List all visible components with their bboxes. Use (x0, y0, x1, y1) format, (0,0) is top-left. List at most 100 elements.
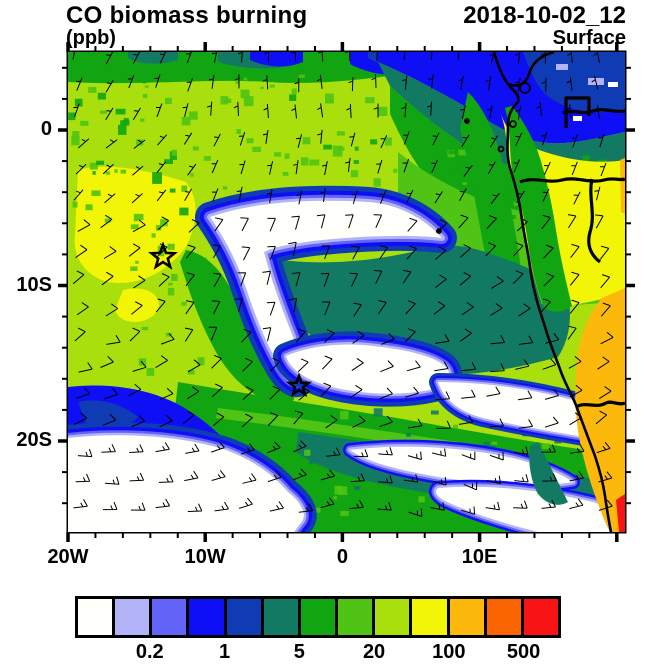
wind-barb (242, 473, 257, 484)
wind-barb (105, 303, 119, 317)
wind-barb (459, 271, 472, 286)
wind-barb (542, 473, 557, 482)
contour-speckle (323, 144, 332, 150)
contour-speckle (105, 171, 111, 175)
wind-barb (595, 410, 608, 425)
wind-barb (320, 497, 335, 509)
wind-barb (567, 214, 577, 229)
wind-barb (155, 298, 166, 313)
contour-speckle (160, 219, 168, 227)
wind-barb (320, 469, 335, 481)
wind-barb (541, 52, 546, 64)
contour-speckle (393, 168, 398, 173)
wind-barb (291, 272, 301, 287)
contour-speckle (454, 166, 459, 172)
wind-barb (379, 190, 387, 204)
contour-speckle (418, 496, 425, 503)
wind-barb (461, 506, 476, 515)
wind-barb (345, 214, 354, 229)
contour-speckle (140, 118, 145, 122)
wind-barb (400, 52, 406, 61)
wind-barb (241, 246, 251, 261)
wind-barb (320, 382, 332, 397)
wind-barb (291, 104, 297, 119)
wind-barb (101, 271, 114, 286)
wind-barb (513, 159, 521, 173)
page-title: CO biomass burning (66, 2, 308, 29)
wind-barb (566, 76, 573, 91)
contour-speckle (133, 218, 139, 222)
wind-barb (184, 327, 194, 342)
wind-barb (214, 217, 224, 232)
wind-barb (461, 389, 476, 399)
wind-barb (463, 164, 473, 177)
wind-barb (186, 78, 193, 92)
wind-barb (598, 133, 605, 148)
wind-barb (436, 420, 451, 429)
contour-speckle (114, 169, 118, 173)
wind-barb (432, 132, 440, 146)
wind-barb (434, 191, 443, 204)
wind-barb (317, 129, 323, 144)
wind-barb (156, 189, 167, 202)
wind-barb (211, 159, 219, 174)
contour-speckle (222, 186, 228, 190)
coastline (492, 52, 613, 532)
wind-barb (76, 77, 83, 91)
wind-barb (236, 186, 243, 201)
wind-barb (262, 327, 272, 342)
wind-barb (160, 333, 175, 345)
wind-barb (458, 214, 469, 229)
wind-barb (431, 159, 439, 173)
wind-barb (403, 474, 419, 483)
wind-barb (187, 503, 203, 512)
wind-barb (293, 440, 307, 453)
contour-speckle (378, 106, 388, 116)
contour-region-top-teal-patch-b (128, 52, 178, 64)
wind-barb (323, 329, 335, 343)
contour-region-orange-sliver-top (620, 158, 625, 214)
wind-barb (267, 412, 279, 427)
contour-speckle (146, 368, 155, 376)
wind-barb (238, 497, 253, 509)
wind-barb (154, 74, 161, 88)
y-axis-label: 0 (40, 118, 52, 140)
wind-barb (105, 79, 114, 93)
wind-barb (545, 333, 560, 344)
wind-barb (599, 245, 610, 260)
wind-barb (541, 444, 556, 453)
contour-speckle (100, 110, 107, 114)
wind-barb (544, 416, 559, 428)
colorbar-cell-blue (186, 596, 227, 638)
wind-barb (242, 386, 254, 400)
wind-barb (543, 244, 554, 259)
wind-barb (486, 475, 501, 485)
coastline (507, 52, 555, 87)
contour-region-teal-band-tr (378, 62, 625, 176)
wind-barb (320, 272, 330, 287)
colorbar-cell-amber (446, 596, 487, 638)
wind-barb (485, 76, 492, 91)
wind-barb (239, 160, 246, 175)
wind-barb (73, 498, 88, 509)
wind-barb (159, 387, 174, 400)
wind-barb-layer (72, 52, 614, 517)
contour-speckle (96, 160, 105, 165)
wind-barb (459, 188, 467, 202)
wind-barb (377, 502, 392, 511)
contour-speckle (187, 370, 195, 375)
contour-speckle (159, 252, 165, 257)
wind-barb (593, 52, 600, 63)
wind-barb (293, 160, 299, 175)
wind-barb (104, 387, 119, 400)
contour-speckle (541, 443, 550, 449)
colorbar-cell-green (297, 596, 339, 638)
wind-barb (591, 75, 599, 90)
wind-barb (512, 270, 524, 285)
wind-barb (401, 75, 408, 90)
wind-barb (571, 134, 578, 148)
wind-barb (269, 357, 281, 372)
contour-speckle (448, 150, 457, 155)
wind-barb (188, 219, 200, 233)
contour-speckle (88, 87, 97, 93)
